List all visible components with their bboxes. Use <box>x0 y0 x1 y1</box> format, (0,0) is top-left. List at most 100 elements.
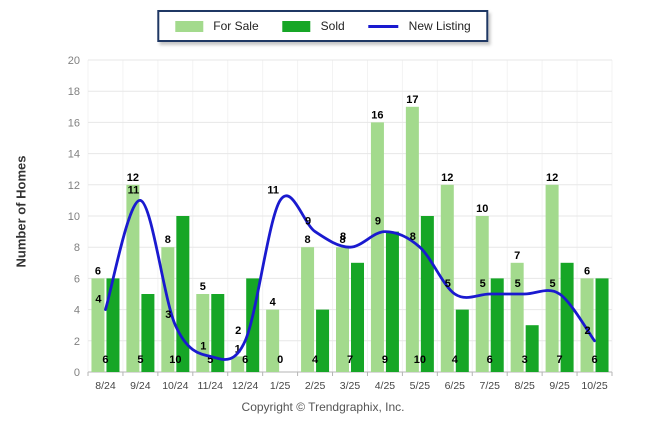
bar-sold <box>176 216 190 372</box>
for-sale-value-label: 8 <box>165 234 171 246</box>
sold-value-label: 6 <box>102 354 108 366</box>
for-sale-value-label: 16 <box>371 109 383 121</box>
new-listing-value-label: 9 <box>305 216 311 228</box>
bar-for-sale <box>510 262 524 372</box>
x-tick-label: 5/25 <box>410 380 431 392</box>
new-listing-value-label: 8 <box>340 231 346 243</box>
x-tick-label: 2/25 <box>305 380 326 392</box>
bar-sold <box>595 278 609 372</box>
legend-label-new-listing: New Listing <box>408 19 471 33</box>
new-listing-value-label: 2 <box>584 325 590 337</box>
for-sale-value-label: 6 <box>584 265 590 277</box>
x-tick-label: 1/25 <box>270 380 291 392</box>
y-tick-label: 18 <box>68 86 80 98</box>
bar-sold <box>106 278 120 372</box>
y-tick-label: 16 <box>68 117 80 129</box>
y-tick-label: 4 <box>74 305 80 317</box>
x-tick-label: 9/24 <box>130 380 151 392</box>
x-tick-label: 11/24 <box>198 380 224 392</box>
y-axis-title: Number of Homes <box>13 155 29 268</box>
bar-for-sale <box>440 184 454 372</box>
new-listing-value-label: 5 <box>550 278 556 290</box>
for-sale-value-label: 10 <box>476 203 488 215</box>
new-listing-value-label: 5 <box>480 278 486 290</box>
for-sale-value-label: 12 <box>127 172 139 184</box>
new-listing-line <box>104 194 596 361</box>
for-sale-value-label: 12 <box>546 172 558 184</box>
sold-value-label: 4 <box>312 354 319 366</box>
bar-for-sale <box>126 184 140 372</box>
for-sale-value-label: 5 <box>200 281 206 293</box>
bar-sold <box>455 309 469 372</box>
for-sale-value-label: 12 <box>441 172 453 184</box>
x-tick-label: 10/24 <box>162 380 188 392</box>
bar-sold <box>351 262 364 372</box>
sold-value-label: 3 <box>522 354 528 366</box>
y-tick-label: 12 <box>68 180 80 192</box>
y-tick-label: 20 <box>68 55 80 67</box>
bar-sold <box>560 262 574 372</box>
copyright-text: Copyright © Trendgraphix, Inc. <box>241 400 405 414</box>
y-tick-label: 10 <box>68 211 80 223</box>
new-listing-value-label: 5 <box>515 278 521 290</box>
x-tick-label: 10/25 <box>581 380 607 392</box>
x-tick-label: 6/25 <box>445 380 466 392</box>
x-tick-label: 8/25 <box>514 380 535 392</box>
x-tick-label: 8/24 <box>95 380 116 392</box>
new-listing-value-label: 3 <box>165 309 171 321</box>
x-tick-label: 7/25 <box>480 380 501 392</box>
legend-swatch-for-sale <box>175 20 204 32</box>
sold-value-label: 6 <box>242 354 248 366</box>
bar-for-sale <box>405 106 419 373</box>
sold-value-label: 4 <box>452 354 459 366</box>
for-sale-value-label: 7 <box>514 250 520 262</box>
sold-value-label: 6 <box>591 354 597 366</box>
sold-value-label: 10 <box>414 354 426 366</box>
for-sale-value-label: 8 <box>305 234 311 246</box>
bar-sold <box>316 309 330 372</box>
x-tick-label: 12/24 <box>232 380 258 392</box>
sold-value-label: 5 <box>137 354 143 366</box>
for-sale-value-label: 1 <box>235 343 241 355</box>
sold-value-label: 0 <box>277 354 283 366</box>
y-tick-label: 14 <box>68 149 80 161</box>
new-listing-value-label: 4 <box>95 294 102 306</box>
legend-label-sold: Sold <box>320 19 345 33</box>
bar-for-sale <box>580 278 594 372</box>
x-tick-label: 9/25 <box>549 380 570 392</box>
for-sale-value-label: 17 <box>406 94 418 106</box>
legend-swatch-new-listing <box>368 24 399 28</box>
new-listing-value-label: 8 <box>410 231 416 243</box>
legend-swatch-sold <box>282 20 311 32</box>
bar-for-sale <box>266 309 280 372</box>
bar-sold <box>525 325 539 372</box>
bar-sold <box>420 216 434 372</box>
legend-label-for-sale: For Sale <box>213 19 259 33</box>
new-listing-value-label: 9 <box>375 216 381 228</box>
for-sale-value-label: 8 <box>339 234 345 246</box>
sold-value-label: 7 <box>557 354 563 366</box>
for-sale-value-label: 4 <box>270 297 277 309</box>
new-listing-value-label: 2 <box>235 325 241 337</box>
bar-for-sale <box>301 247 315 372</box>
bar-for-sale <box>231 356 245 372</box>
sold-value-label: 9 <box>382 354 388 366</box>
y-tick-label: 8 <box>74 242 80 254</box>
sold-value-label: 7 <box>347 354 353 366</box>
new-listing-value-label: 5 <box>445 278 451 290</box>
bar-sold <box>211 294 225 372</box>
bar-sold <box>490 278 504 372</box>
bar-for-sale <box>545 184 559 372</box>
legend: For Sale Sold New Listing <box>157 10 489 42</box>
y-tick-label: 2 <box>74 336 80 348</box>
for-sale-value-label: 6 <box>95 265 101 277</box>
sold-value-label: 6 <box>487 354 493 366</box>
y-tick-label: 0 <box>74 367 80 379</box>
bar-for-sale <box>370 122 384 373</box>
bar-sold <box>385 231 399 372</box>
bar-for-sale <box>336 247 349 372</box>
new-listing-value-label: 1 <box>200 340 206 352</box>
sold-value-label: 10 <box>169 354 181 366</box>
